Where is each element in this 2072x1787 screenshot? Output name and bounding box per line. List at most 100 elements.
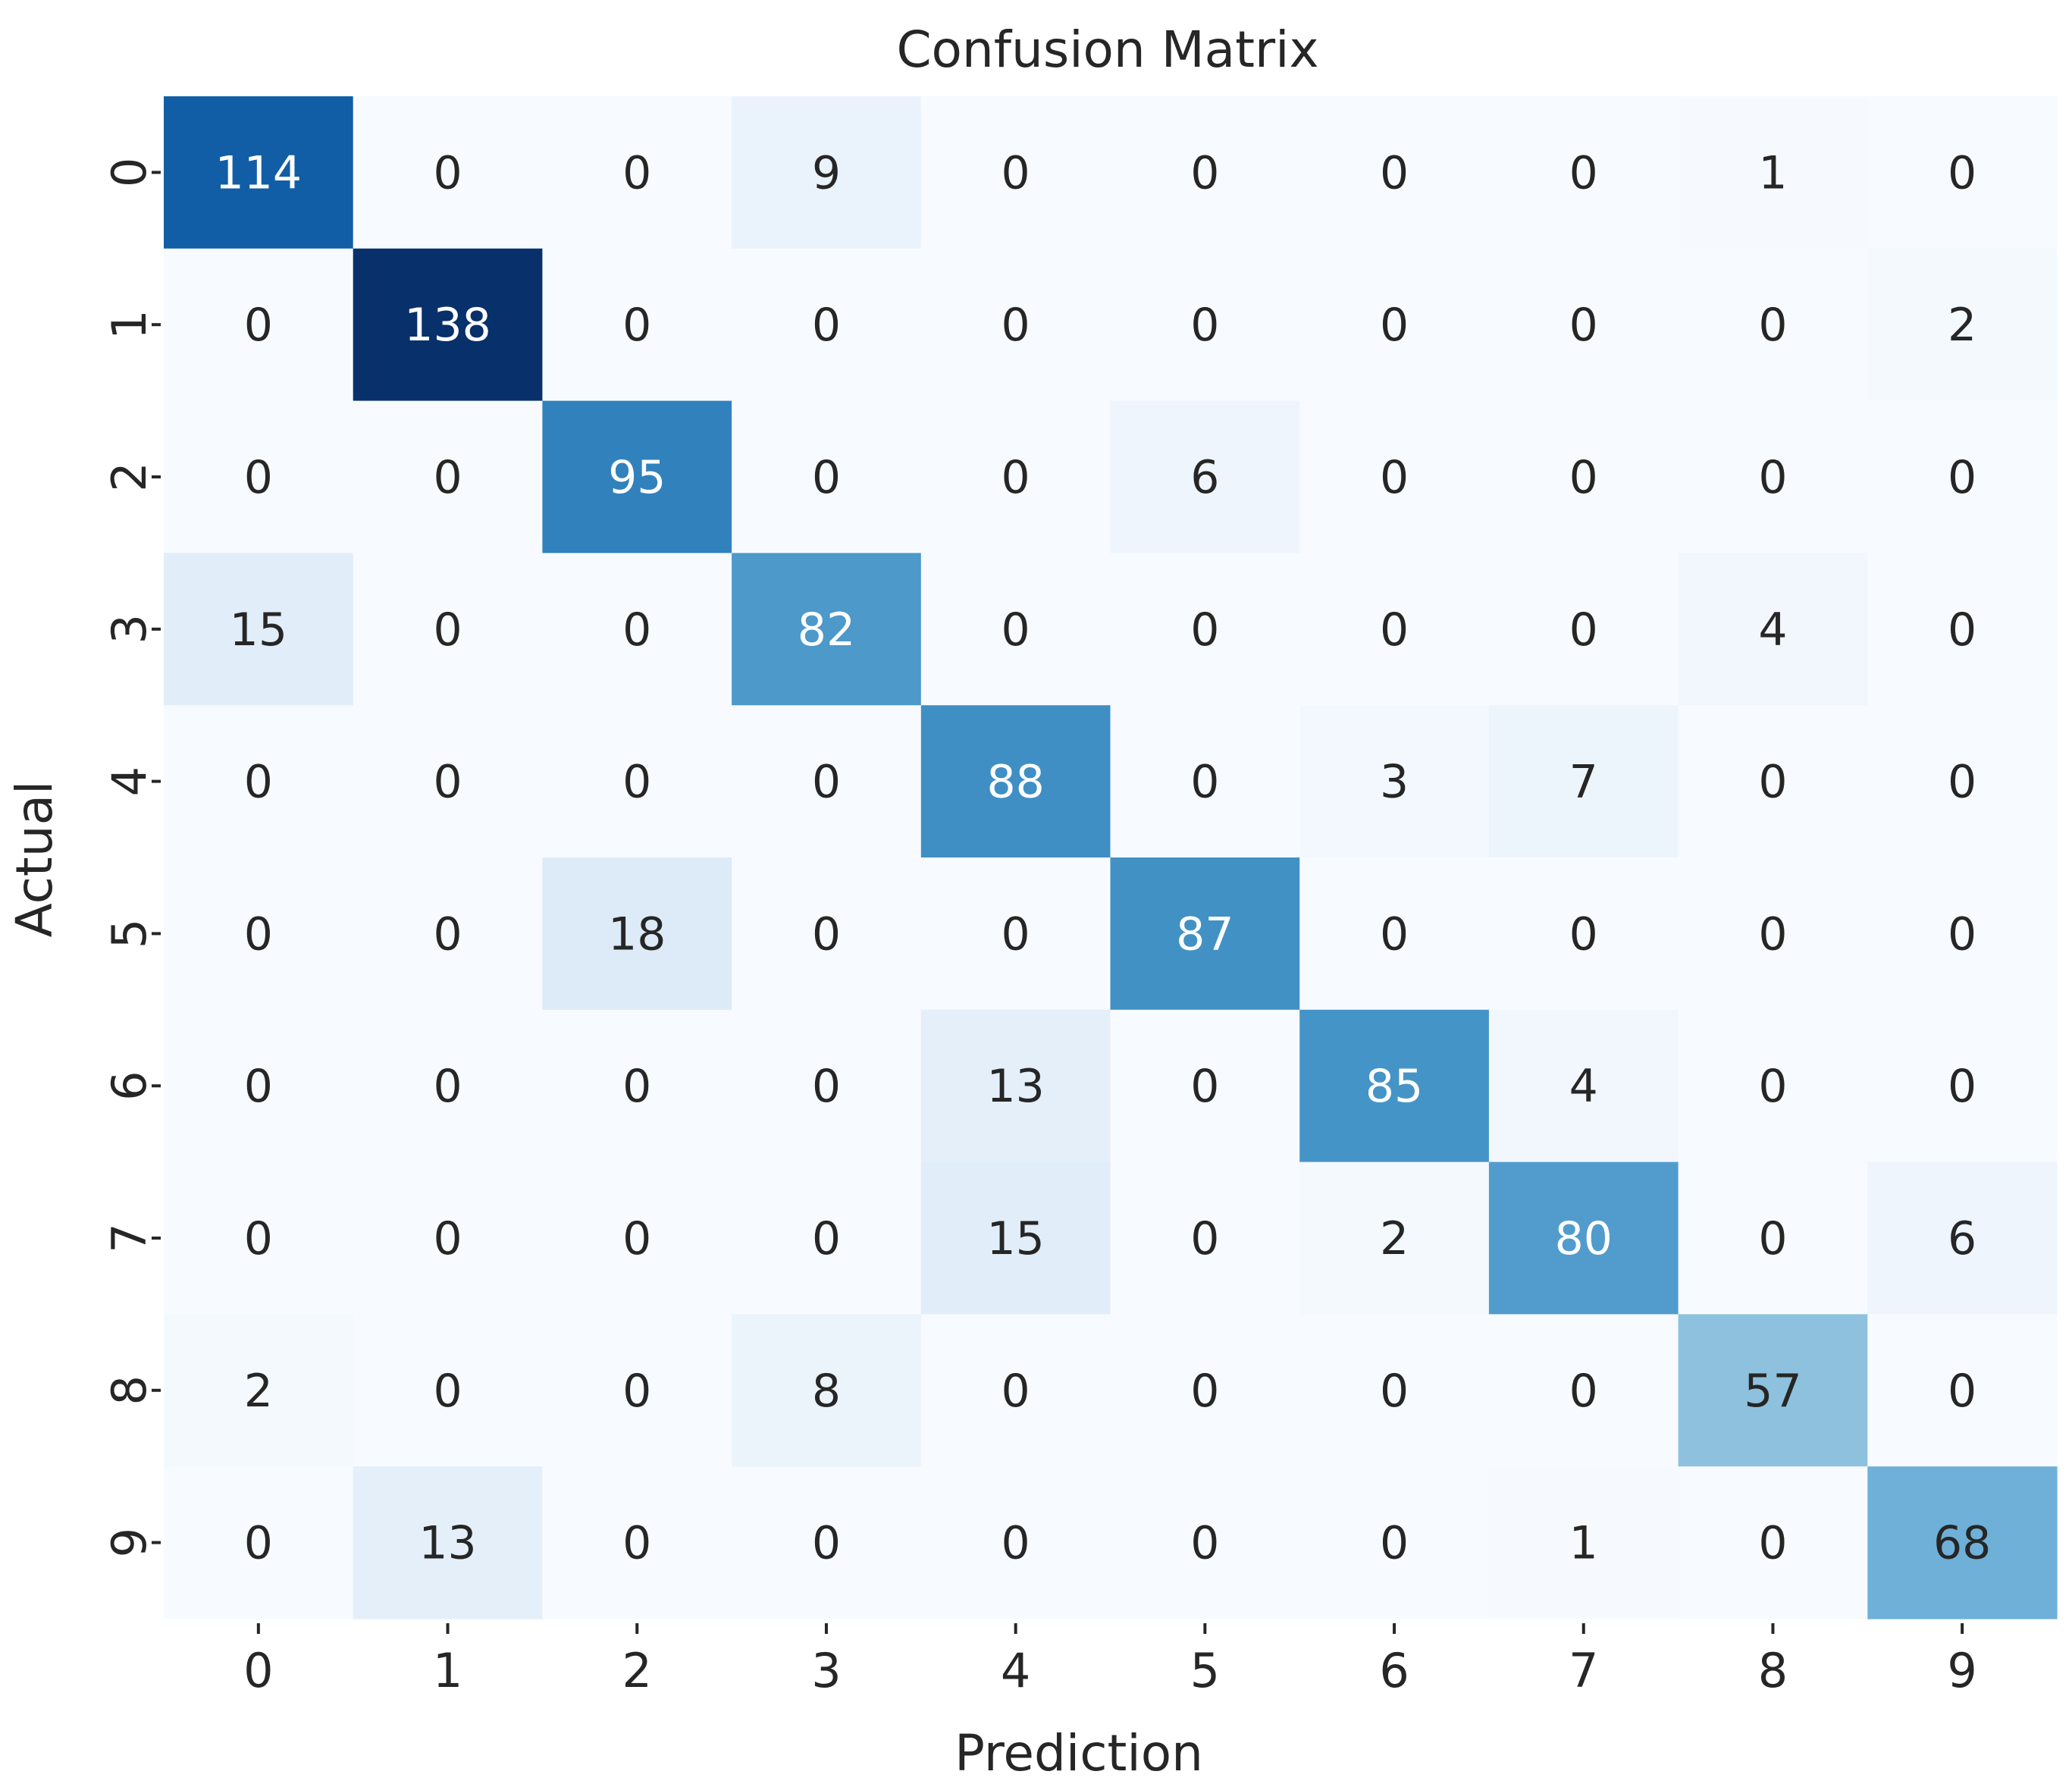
cell-value-label: 85 bbox=[1365, 1060, 1423, 1113]
heatmap-cell bbox=[920, 248, 1111, 402]
cell-value-label: 0 bbox=[1380, 1365, 1409, 1418]
cell-value-label: 80 bbox=[1555, 1212, 1613, 1265]
cell-value-label: 0 bbox=[244, 756, 273, 809]
heatmap-cell bbox=[1488, 1314, 1679, 1467]
heatmap-cell bbox=[542, 1009, 732, 1163]
cell-value-label: 0 bbox=[1002, 1517, 1030, 1570]
cell-value-label: 138 bbox=[404, 299, 491, 352]
cell-value-label: 0 bbox=[1190, 1212, 1219, 1265]
cell-value-label: 1 bbox=[1569, 1517, 1598, 1570]
cell-value-label: 0 bbox=[622, 1060, 651, 1113]
heatmap-cell bbox=[542, 1466, 732, 1619]
y-tick-label: 4 bbox=[102, 767, 157, 796]
heatmap-cell bbox=[732, 400, 922, 553]
y-tick-label: 2 bbox=[102, 462, 157, 491]
chart-title: Confusion Matrix bbox=[896, 20, 1318, 79]
cell-value-label: 0 bbox=[1569, 604, 1598, 657]
cell-value-label: 0 bbox=[1190, 1517, 1219, 1570]
cell-value-label: 0 bbox=[1948, 451, 1976, 504]
heatmap-cell bbox=[920, 1009, 1111, 1163]
cell-value-label: 0 bbox=[433, 604, 462, 657]
cell-value-label: 6 bbox=[1948, 1212, 1976, 1265]
cell-value-label: 95 bbox=[608, 451, 666, 504]
heatmap-cell bbox=[1867, 1314, 2058, 1467]
heatmap-cell bbox=[164, 1466, 354, 1619]
cell-value-label: 0 bbox=[1002, 299, 1030, 352]
cell-value-label: 0 bbox=[812, 1517, 841, 1570]
cell-value-label: 0 bbox=[1758, 299, 1787, 352]
heatmap-cell bbox=[1678, 553, 1868, 706]
heatmap-cell bbox=[732, 248, 922, 402]
heatmap-cell bbox=[542, 553, 732, 706]
heatmap-cell bbox=[1110, 248, 1300, 402]
heatmap-cell bbox=[1299, 1009, 1490, 1163]
heatmap-cell bbox=[1110, 1314, 1300, 1467]
cell-value-label: 0 bbox=[1380, 451, 1409, 504]
cell-value-label: 0 bbox=[812, 451, 841, 504]
cell-value-label: 0 bbox=[1569, 1365, 1598, 1418]
heatmap-cell bbox=[1110, 1162, 1300, 1315]
heatmap-cell bbox=[1867, 400, 2058, 553]
cell-value-label: 13 bbox=[418, 1517, 476, 1570]
y-tick-label: 3 bbox=[102, 614, 157, 644]
cell-value-label: 0 bbox=[1190, 146, 1219, 199]
heatmap-cell bbox=[1867, 1162, 2058, 1315]
y-tick-label: 9 bbox=[102, 1528, 157, 1557]
cell-value-label: 18 bbox=[608, 908, 666, 961]
heatmap-cell bbox=[353, 248, 543, 402]
heatmap-cell bbox=[1678, 1314, 1868, 1467]
heatmap-cell bbox=[353, 705, 543, 858]
cell-value-label: 0 bbox=[433, 756, 462, 809]
cell-value-label: 0 bbox=[433, 451, 462, 504]
heatmap-cell bbox=[1110, 1466, 1300, 1619]
heatmap-cell bbox=[1867, 248, 2058, 402]
cell-value-label: 0 bbox=[1190, 756, 1219, 809]
y-tick-label: 6 bbox=[102, 1071, 157, 1100]
heatmap-cell bbox=[920, 1466, 1111, 1619]
heatmap-cell bbox=[164, 96, 354, 249]
heatmap-cell bbox=[1867, 553, 2058, 706]
y-tick-label: 5 bbox=[102, 919, 157, 948]
heatmap-cell bbox=[1678, 1466, 1868, 1619]
heatmap-cell bbox=[732, 1466, 922, 1619]
heatmap-cell bbox=[1110, 96, 1300, 249]
heatmap-cell bbox=[164, 248, 354, 402]
heatmap-cell bbox=[164, 400, 354, 553]
cell-value-label: 0 bbox=[1948, 146, 1976, 199]
heatmap-cell bbox=[732, 857, 922, 1011]
heatmap-cell bbox=[1299, 553, 1490, 706]
cell-value-label: 0 bbox=[1002, 451, 1030, 504]
heatmap-cell bbox=[164, 1314, 354, 1467]
heatmap-cell bbox=[542, 705, 732, 858]
cell-value-label: 0 bbox=[1380, 146, 1409, 199]
cell-value-label: 0 bbox=[1758, 451, 1787, 504]
cell-value-label: 0 bbox=[244, 451, 273, 504]
heatmap-cell bbox=[353, 1466, 543, 1619]
cell-value-label: 0 bbox=[1758, 1517, 1787, 1570]
heatmap-cell bbox=[920, 553, 1111, 706]
heatmap-cell bbox=[542, 248, 732, 402]
heatmap-cell bbox=[1678, 96, 1868, 249]
cell-value-label: 0 bbox=[1002, 604, 1030, 657]
cell-value-label: 2 bbox=[244, 1365, 273, 1418]
cell-value-label: 0 bbox=[622, 1517, 651, 1570]
heatmap-cell bbox=[1488, 400, 1679, 553]
heatmap-cell bbox=[1678, 1162, 1868, 1315]
cell-value-label: 4 bbox=[1569, 1060, 1598, 1113]
heatmap-cell bbox=[353, 96, 543, 249]
heatmap-cell bbox=[353, 1162, 543, 1315]
cell-value-label: 87 bbox=[1176, 908, 1233, 961]
cell-value-label: 0 bbox=[1569, 299, 1598, 352]
cell-value-label: 0 bbox=[622, 604, 651, 657]
cell-value-label: 0 bbox=[1948, 1060, 1976, 1113]
cell-value-label: 114 bbox=[215, 146, 302, 199]
heatmap-cell bbox=[1299, 248, 1490, 402]
heatmap-cell bbox=[1488, 1162, 1679, 1315]
cell-value-label: 0 bbox=[622, 1212, 651, 1265]
cell-value-label: 0 bbox=[244, 1212, 273, 1265]
cell-value-label: 3 bbox=[1380, 756, 1409, 809]
heatmap-cell bbox=[542, 1314, 732, 1467]
heatmap-cell bbox=[732, 1009, 922, 1163]
cell-value-label: 0 bbox=[1948, 1365, 1976, 1418]
